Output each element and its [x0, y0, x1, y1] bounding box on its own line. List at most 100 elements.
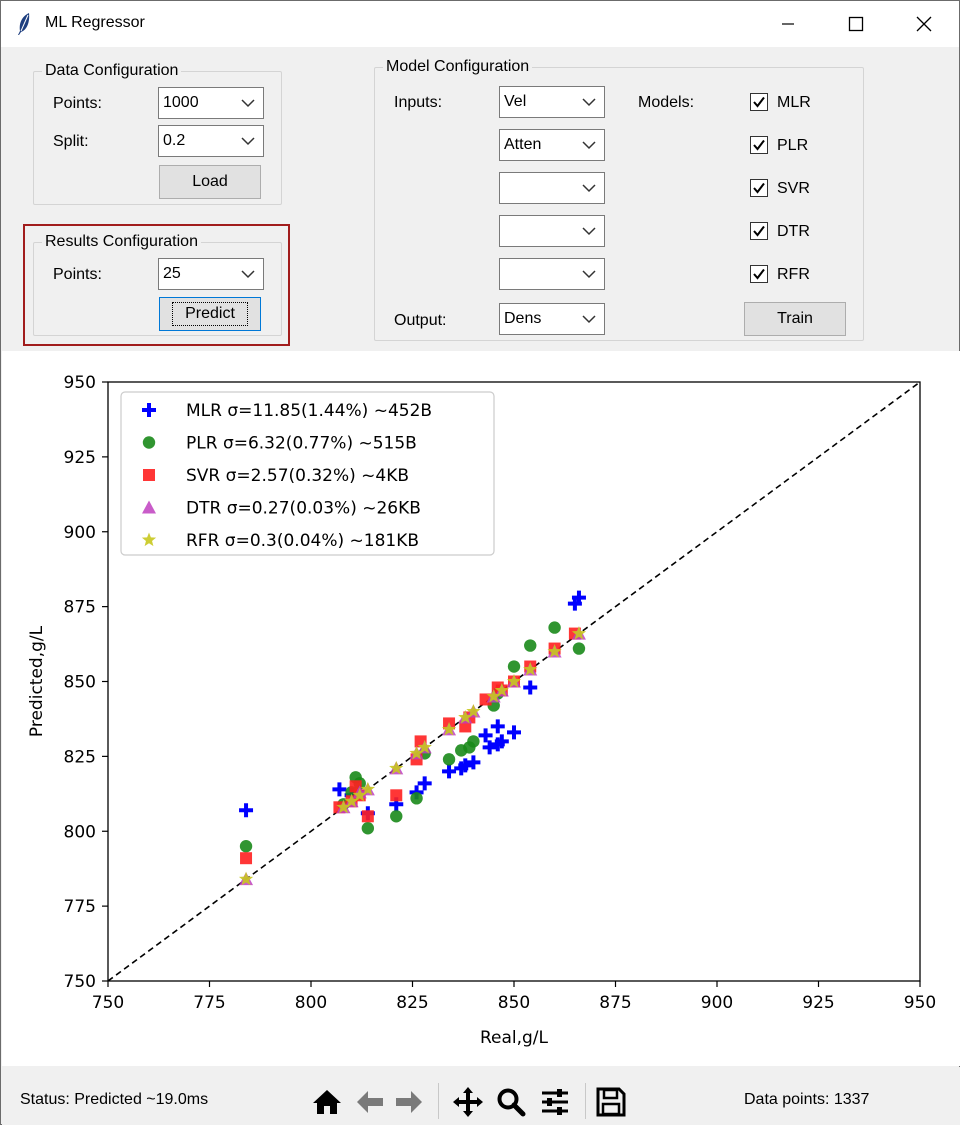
- circle-mark: [572, 642, 586, 655]
- y-axis-label: Predicted,g/L: [27, 625, 47, 737]
- model-configuration-group: Model Configuration: [374, 57, 864, 341]
- chart-legend: MLR σ=11.85(1.44%) ~452B PLR σ=6.32(0.77%…: [120, 391, 495, 556]
- legend-entry: PLR σ=6.32(0.77%) ~515B: [186, 434, 417, 454]
- y-tick-label: 875: [64, 598, 96, 618]
- save-button[interactable]: [592, 1085, 630, 1119]
- zoom-button[interactable]: [492, 1085, 530, 1119]
- results-configuration-legend: Results Configuration: [42, 232, 201, 252]
- data-point: [390, 789, 403, 802]
- dtr-checkbox[interactable]: [750, 222, 768, 240]
- split-select[interactable]: 0.2: [158, 125, 264, 157]
- star-mark: [417, 739, 432, 754]
- mlr-checkbox[interactable]: [750, 93, 768, 111]
- input-select-5[interactable]: [499, 258, 605, 290]
- svr-label: SVR: [777, 180, 810, 197]
- star-mark: [352, 787, 367, 802]
- x-tick-label: 775: [193, 993, 225, 1013]
- data-point: [442, 764, 457, 779]
- svr-checkbox[interactable]: [750, 179, 768, 197]
- close-icon: [916, 16, 932, 32]
- plot-canvas[interactable]: 750 775 800 825 850 875 900 925 950 750 775 800 825 8…: [2, 351, 960, 1066]
- input-select-2[interactable]: Atten: [499, 129, 605, 161]
- output-value: Dens: [504, 310, 542, 327]
- data-point: [494, 734, 509, 749]
- input-select-1[interactable]: Vel: [499, 86, 605, 118]
- plus-mark: [239, 803, 254, 818]
- data-point: [490, 719, 505, 734]
- output-label: Output:: [394, 312, 447, 329]
- chevron-down-icon: [582, 98, 596, 107]
- maximize-icon: [848, 16, 864, 32]
- data-points-select[interactable]: 1000: [158, 87, 264, 119]
- maximize-button[interactable]: [833, 1, 879, 47]
- home-button[interactable]: [308, 1085, 346, 1119]
- close-button[interactable]: [901, 1, 947, 47]
- rfr-label: RFR: [777, 266, 810, 283]
- pan-button[interactable]: [449, 1085, 487, 1119]
- plus-mark: [466, 755, 481, 770]
- legend-marker: [142, 500, 156, 514]
- data-point: [486, 688, 501, 703]
- data-point: [336, 799, 351, 814]
- data-point: [548, 621, 561, 634]
- x-tick-label: 800: [295, 993, 327, 1013]
- data-point: [458, 758, 473, 773]
- checkmark-icon: [753, 96, 765, 108]
- status-bar: Status: Predicted ~19.0ms Data points: 1…: [2, 1067, 960, 1125]
- star-mark: [238, 871, 254, 886]
- rfr-checkbox[interactable]: [750, 265, 768, 283]
- data-point: [523, 680, 538, 695]
- output-select[interactable]: Dens: [499, 303, 605, 335]
- star-mark: [409, 745, 424, 760]
- chevron-down-icon: [582, 184, 596, 193]
- square-mark: [143, 469, 155, 481]
- minimize-button[interactable]: [765, 1, 811, 47]
- mlr-label: MLR: [777, 94, 811, 111]
- star-mark: [344, 793, 359, 808]
- data-point: [332, 782, 347, 797]
- checkmark-icon: [753, 139, 765, 151]
- input-value-2: Atten: [504, 136, 542, 153]
- chevron-down-icon: [241, 137, 255, 146]
- y-tick-label: 850: [64, 673, 96, 693]
- data-points-value: 1000: [163, 94, 199, 111]
- plr-checkbox[interactable]: [750, 136, 768, 154]
- plus-mark: [458, 758, 473, 773]
- data-point: [352, 787, 367, 802]
- forward-button[interactable]: [390, 1085, 428, 1119]
- data-point: [239, 803, 254, 818]
- back-button[interactable]: [351, 1085, 389, 1119]
- chevron-down-icon: [582, 141, 596, 150]
- star-mark: [389, 760, 404, 775]
- circle-mark: [142, 436, 156, 449]
- data-point: [240, 852, 253, 865]
- y-tick-label: 825: [64, 747, 96, 767]
- input-select-3[interactable]: [499, 172, 605, 204]
- data-point: [361, 810, 374, 823]
- y-tick-label: 775: [64, 897, 96, 917]
- legend-entry: SVR σ=2.57(0.32%) ~4KB: [186, 466, 409, 486]
- y-tick-label: 800: [64, 822, 96, 842]
- load-button-label: Load: [192, 173, 228, 190]
- predict-button[interactable]: Predict: [159, 297, 261, 331]
- pan-icon: [453, 1087, 483, 1117]
- data-point: [441, 721, 457, 736]
- data-point: [494, 682, 509, 697]
- data-point: [360, 781, 375, 796]
- square-mark: [240, 852, 253, 865]
- data-point: [390, 810, 403, 823]
- train-button[interactable]: Train: [744, 302, 846, 336]
- results-points-select[interactable]: 25: [158, 258, 264, 290]
- chevron-down-icon: [241, 99, 255, 108]
- data-configuration-legend: Data Configuration: [42, 61, 182, 81]
- data-point: [524, 639, 537, 652]
- configure-button[interactable]: [536, 1085, 574, 1119]
- load-button[interactable]: Load: [159, 165, 261, 199]
- circle-mark: [361, 822, 375, 835]
- star-mark: [466, 703, 481, 718]
- checkmark-icon: [753, 268, 765, 280]
- input-select-4[interactable]: [499, 215, 605, 247]
- star-mark: [571, 626, 587, 640]
- data-point: [458, 709, 473, 724]
